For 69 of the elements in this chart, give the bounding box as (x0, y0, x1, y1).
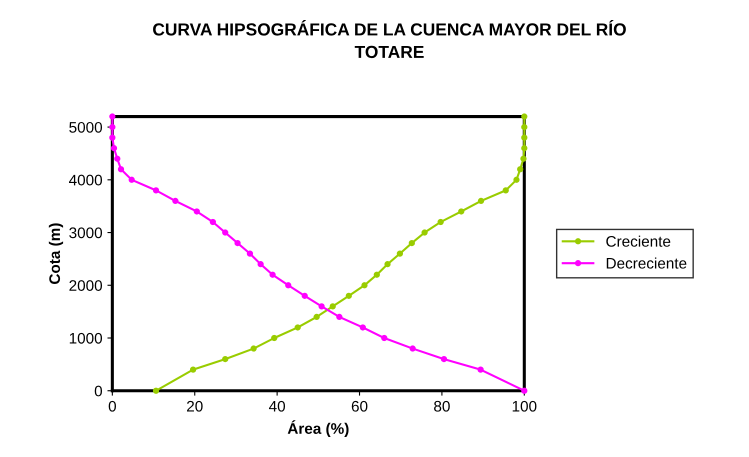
point (521, 388, 528, 394)
point (109, 113, 116, 120)
point (361, 282, 368, 288)
point (314, 314, 320, 320)
point (128, 176, 135, 183)
y-tick-label: 2000 (69, 280, 102, 291)
point (114, 156, 120, 162)
x-tick-label: 60 (352, 400, 368, 412)
point (517, 166, 524, 172)
point (172, 198, 179, 204)
point (521, 145, 528, 152)
point (190, 366, 196, 373)
point (271, 334, 278, 342)
chart-title: CURVA HIPSOGRÁFICA DE LA CUENCA MAYOR DEL RÍO TOTARE (153, 20, 626, 58)
point (521, 134, 528, 141)
point (258, 261, 264, 268)
point (408, 240, 415, 246)
point (222, 356, 228, 362)
point (478, 366, 484, 373)
y-tick-label: 1000 (70, 332, 102, 344)
point (250, 345, 257, 352)
point (521, 124, 528, 130)
point (520, 156, 527, 162)
point (194, 208, 200, 215)
point (318, 303, 325, 310)
point (458, 208, 464, 215)
point (438, 218, 444, 226)
point (222, 229, 228, 236)
point (374, 272, 380, 278)
point (269, 272, 276, 278)
legend-label: Creciente (606, 236, 670, 247)
y-tick-label: 3000 (69, 227, 102, 238)
point (118, 166, 124, 172)
point (410, 345, 416, 352)
point (336, 314, 342, 320)
x-tick-label: 0 (108, 400, 116, 412)
point (421, 229, 428, 236)
point (109, 124, 116, 130)
point (396, 250, 404, 257)
point (152, 388, 160, 394)
y-tick-label: 5000 (69, 122, 102, 133)
legend-label: Decreciente (606, 257, 686, 269)
y-axis-title: Cota (m) (48, 223, 64, 284)
point (521, 113, 528, 120)
point (502, 187, 509, 194)
point (478, 198, 484, 204)
x-tick-label: 80 (434, 400, 450, 412)
point (302, 292, 308, 299)
x-axis-title: Área (%) (288, 420, 349, 437)
point (152, 187, 160, 194)
point (440, 356, 448, 362)
y-tick-label: 0 (94, 386, 102, 396)
point (110, 145, 118, 152)
point (330, 303, 336, 310)
point (513, 176, 520, 183)
point (234, 240, 241, 246)
point (246, 250, 254, 257)
point (285, 282, 292, 288)
y-tick-label: 4000 (68, 174, 102, 186)
x-tick-label: 20 (187, 400, 203, 412)
point (346, 292, 352, 299)
point (210, 218, 216, 226)
point (384, 261, 391, 268)
point (381, 334, 388, 342)
point (109, 134, 116, 141)
x-tick-label: 40 (268, 400, 286, 412)
x-tick-label: 100 (512, 400, 536, 412)
point (360, 324, 366, 331)
point (294, 324, 301, 331)
